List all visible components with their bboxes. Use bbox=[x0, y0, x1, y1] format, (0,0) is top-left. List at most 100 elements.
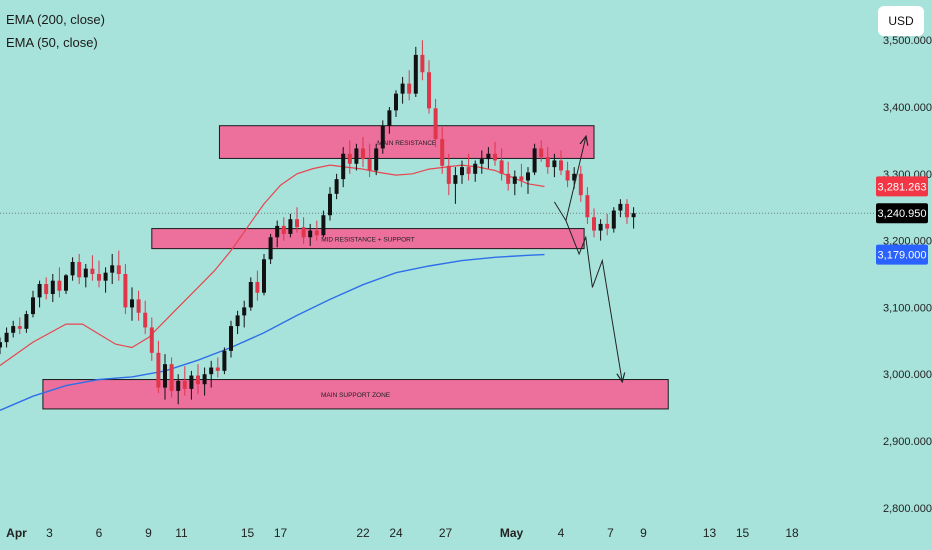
candle-body bbox=[268, 237, 273, 260]
candle-body bbox=[367, 159, 372, 171]
candle-body bbox=[413, 54, 418, 94]
candle-body bbox=[486, 153, 491, 160]
candle-body bbox=[598, 223, 603, 231]
x-tick-label: Apr bbox=[6, 526, 27, 540]
candle-body bbox=[235, 315, 240, 327]
legend-ema200[interactable]: EMA (200, close) bbox=[6, 12, 105, 27]
candle-body bbox=[420, 54, 425, 73]
candle-body bbox=[50, 280, 55, 295]
x-tick-label: 7 bbox=[607, 526, 614, 540]
candle-body bbox=[215, 367, 220, 371]
candle-body bbox=[545, 157, 550, 168]
candle-body bbox=[446, 165, 451, 184]
candle-body bbox=[288, 219, 293, 234]
candle-body bbox=[70, 261, 75, 276]
candle-body bbox=[374, 148, 379, 171]
candle-body bbox=[196, 375, 200, 385]
price-tag-label: 3,240.950 bbox=[878, 208, 927, 220]
ema200-line bbox=[0, 253, 545, 411]
candle-body bbox=[440, 139, 445, 166]
candle-body bbox=[176, 380, 181, 391]
candle-body bbox=[532, 148, 537, 173]
candle-body bbox=[453, 175, 458, 184]
x-tick-label: 6 bbox=[96, 526, 103, 540]
x-tick-label: 4 bbox=[558, 526, 565, 540]
candle-body bbox=[361, 148, 365, 160]
candle-body bbox=[427, 72, 431, 109]
x-tick-label: 13 bbox=[703, 526, 717, 540]
candle-body bbox=[156, 352, 161, 388]
price-tag bbox=[876, 244, 928, 265]
candle-body bbox=[460, 167, 464, 176]
zone-label: MAIN SUPPORT ZONE bbox=[321, 392, 391, 399]
candle-body bbox=[552, 160, 557, 168]
candle-body bbox=[24, 314, 29, 329]
candle-body bbox=[77, 261, 82, 278]
candle-body bbox=[334, 179, 339, 194]
candle-body bbox=[209, 367, 214, 375]
candle-body bbox=[301, 227, 306, 238]
y-tick-label: 3,100.000 bbox=[883, 302, 932, 314]
candle-body bbox=[341, 153, 346, 180]
candle-body bbox=[526, 172, 530, 181]
candle-body bbox=[149, 327, 154, 353]
candle-body bbox=[314, 230, 319, 236]
candle-body bbox=[618, 203, 623, 211]
price-tag-label: 3,179.000 bbox=[878, 250, 927, 262]
candle-body bbox=[295, 219, 299, 228]
candle-body bbox=[394, 93, 398, 111]
candle-body bbox=[4, 332, 9, 343]
candle-body bbox=[539, 148, 544, 158]
x-tick-label: 22 bbox=[356, 526, 370, 540]
candle-body bbox=[169, 364, 174, 391]
x-tick-label: 17 bbox=[274, 526, 288, 540]
candle-body bbox=[11, 326, 16, 333]
candle-body bbox=[262, 259, 266, 293]
candle-body bbox=[123, 274, 128, 308]
y-tick-label: 3,200.000 bbox=[883, 236, 932, 248]
candle-body bbox=[242, 307, 247, 316]
candle-body bbox=[275, 225, 280, 238]
candle-body bbox=[631, 213, 636, 218]
candle-body bbox=[572, 173, 577, 181]
candle-body bbox=[57, 280, 62, 291]
zone-label: MAIN RESISTANCE bbox=[377, 140, 437, 147]
candle-body bbox=[559, 160, 563, 171]
candle-body bbox=[143, 312, 148, 328]
zone-rect bbox=[218, 125, 595, 159]
candle-body bbox=[229, 326, 233, 351]
x-tick-label: 9 bbox=[640, 526, 647, 540]
zone-label: MID RESISTANCE + SUPPORT bbox=[321, 237, 415, 244]
candle-body bbox=[116, 265, 121, 274]
candle-body bbox=[64, 275, 68, 291]
candle-body bbox=[17, 326, 22, 329]
candle-body bbox=[37, 284, 42, 298]
candle-body bbox=[347, 153, 352, 164]
candle-body bbox=[625, 203, 629, 218]
candle-body bbox=[354, 148, 359, 164]
candle-body bbox=[565, 170, 570, 181]
candle-body bbox=[136, 299, 141, 313]
candle-body bbox=[578, 173, 583, 196]
x-tick-label: 3 bbox=[46, 526, 53, 540]
y-tick-label: 2,800.000 bbox=[883, 503, 932, 515]
x-tick-label: 24 bbox=[389, 526, 403, 540]
x-tick-label: 15 bbox=[736, 526, 750, 540]
candle-body bbox=[308, 230, 313, 238]
x-tick-label: May bbox=[500, 526, 524, 540]
candle-body bbox=[90, 268, 95, 274]
legend-ema50[interactable]: EMA (50, close) bbox=[6, 35, 98, 50]
candle-body bbox=[380, 125, 385, 149]
candle-body bbox=[44, 284, 49, 295]
candle-body bbox=[512, 176, 517, 184]
candle-body bbox=[387, 110, 392, 126]
candle-body bbox=[202, 374, 207, 385]
currency-button[interactable]: USD bbox=[878, 6, 924, 36]
candle-body bbox=[479, 159, 484, 164]
x-tick-label: 11 bbox=[175, 526, 188, 540]
zone-rect bbox=[151, 228, 585, 250]
candle-body bbox=[407, 83, 412, 94]
candle-body bbox=[248, 282, 253, 308]
